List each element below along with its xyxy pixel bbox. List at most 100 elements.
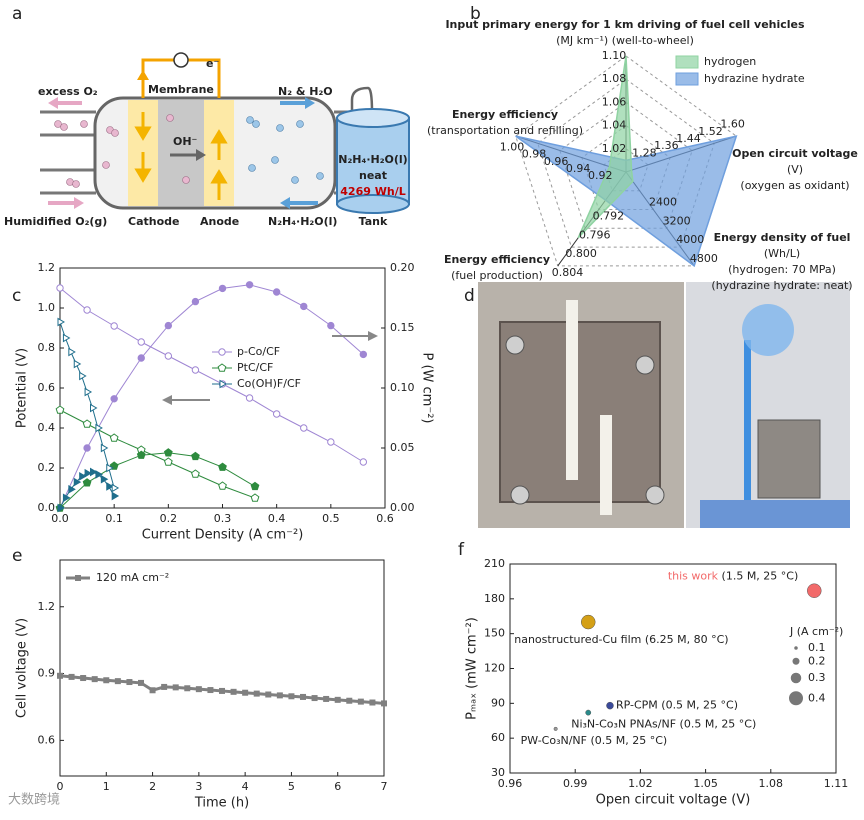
marker — [359, 458, 368, 466]
size-legend-bubble — [790, 672, 802, 684]
marker — [62, 493, 71, 503]
marker — [245, 281, 254, 289]
wing-nut — [645, 485, 665, 505]
arrowhead — [48, 97, 58, 109]
y-tick-label: 0.2 — [38, 461, 56, 474]
marker — [126, 679, 133, 686]
marker — [82, 478, 92, 487]
fan-stand — [744, 340, 751, 500]
radar-tick-label: 1.10 — [602, 49, 627, 62]
marker — [172, 684, 179, 691]
marker — [137, 354, 145, 362]
base — [700, 500, 850, 528]
marker — [73, 359, 82, 369]
marker — [82, 419, 92, 428]
size-legend-bubble — [789, 691, 803, 706]
point-label: nanostructured-Cu film (6.25 M, 80 °C) — [514, 633, 728, 646]
radar-axis-label: Open circuit voltage — [732, 147, 858, 160]
marker — [334, 696, 341, 703]
arrowhead — [134, 168, 152, 183]
arrowhead — [305, 97, 315, 109]
photos — [478, 282, 850, 528]
y-tick-label: 0.0 — [38, 501, 56, 514]
legend-swatch — [675, 72, 699, 86]
label: neat — [359, 169, 387, 182]
marker — [191, 366, 200, 374]
molecule — [102, 161, 110, 169]
molecule — [80, 120, 88, 128]
marker — [163, 457, 173, 466]
y2-tick-label: 0.20 — [390, 261, 415, 274]
marker — [161, 683, 168, 690]
marker — [55, 405, 65, 414]
radar-axis-label: (Wh/L) — [764, 247, 800, 260]
marker — [83, 444, 91, 452]
marker — [111, 483, 120, 493]
marker — [84, 387, 93, 397]
marker — [253, 690, 260, 697]
marker — [346, 697, 353, 704]
x-tick-label: 1.05 — [693, 777, 718, 790]
marker — [110, 322, 118, 330]
marker — [95, 423, 103, 433]
marker — [111, 491, 120, 501]
marker — [217, 363, 227, 372]
radar-area — [515, 135, 738, 268]
marker — [68, 484, 76, 494]
radar-axis-label: Energy efficiency — [452, 108, 558, 121]
molecule — [54, 120, 62, 128]
molecule — [166, 114, 174, 122]
marker — [138, 679, 144, 686]
marker — [245, 394, 254, 402]
electron-arrows — [134, 112, 228, 200]
radar-tick-label: 1.00 — [500, 141, 525, 154]
molecule — [271, 156, 279, 164]
marker — [207, 687, 214, 694]
bubble — [580, 614, 596, 630]
marker — [218, 462, 227, 471]
marker — [106, 463, 114, 473]
marker — [79, 371, 87, 381]
marker — [327, 321, 335, 330]
radar-tick-label: 0.98 — [522, 148, 547, 161]
marker — [62, 333, 71, 343]
y-axis-label: Pₘₐₓ (mW cm⁻²) — [465, 617, 480, 720]
marker — [90, 403, 98, 413]
x-tick-label: 2 — [149, 780, 156, 793]
label: Membrane — [148, 83, 214, 96]
y-tick-label: 60 — [491, 731, 505, 744]
wing-nut — [635, 355, 655, 375]
x-tick-label: 5 — [288, 780, 295, 793]
molecule — [316, 172, 324, 180]
x-tick-label: 7 — [381, 780, 388, 793]
marker — [195, 686, 202, 693]
arrowhead — [162, 395, 172, 405]
x-tick-label: 0.99 — [563, 777, 588, 790]
y2-tick-label: 0.05 — [390, 441, 415, 454]
radar-tick-label: 1.02 — [602, 142, 627, 155]
x-tick-label: 1.02 — [628, 777, 653, 790]
radar-tick-label: 0.792 — [593, 210, 625, 223]
label: e⁻ — [206, 57, 219, 70]
x-tick-label: 0.2 — [160, 512, 178, 525]
marker — [300, 424, 308, 432]
point-name: RP-CPM (0.5 M, 25 °C) — [616, 699, 738, 712]
radar-tick-label: 2400 — [649, 195, 677, 208]
marker — [323, 695, 330, 702]
label: Tank — [359, 215, 388, 228]
cell-diagram: excess O₂ Membrane e⁻ N₂ & H₂O OH⁻ Humid… — [4, 52, 410, 228]
wing-nut — [510, 485, 530, 505]
marker — [381, 700, 387, 707]
marker — [163, 448, 173, 457]
y2-tick-label: 0.10 — [390, 381, 415, 394]
marker — [57, 503, 65, 513]
marker — [73, 477, 82, 487]
radar-ring — [559, 101, 693, 229]
tank-bottom — [336, 194, 410, 214]
marker — [83, 306, 91, 314]
tank-top — [336, 108, 410, 128]
legend-swatch — [675, 55, 699, 69]
marker — [91, 676, 98, 683]
size-legend-label: 0.1 — [808, 641, 826, 654]
